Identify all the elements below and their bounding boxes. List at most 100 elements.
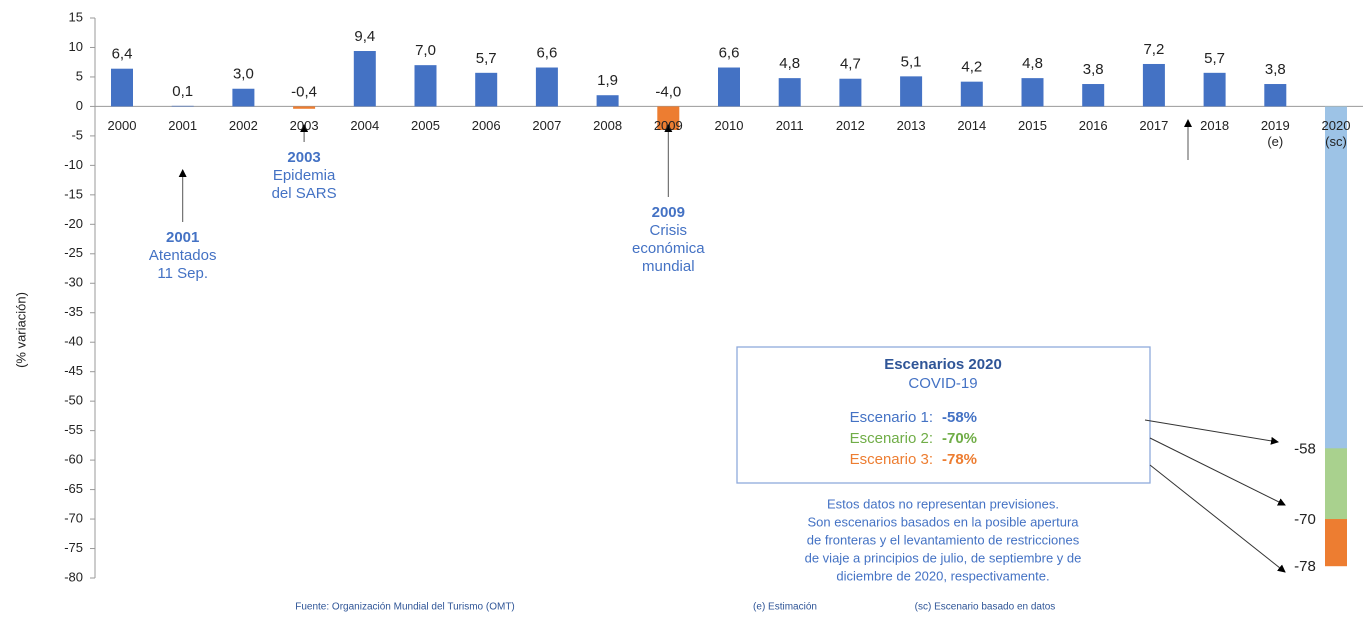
annotation-text: económica bbox=[632, 240, 705, 257]
value-label: 5,7 bbox=[476, 50, 497, 67]
bar bbox=[414, 65, 437, 107]
x-tick-label: 2014 bbox=[957, 118, 987, 134]
box-title: Escenarios 2020 bbox=[884, 356, 1002, 373]
y-tick-label: -70 bbox=[64, 510, 83, 525]
value-label: 0,1 bbox=[172, 83, 193, 100]
value-label: 4,7 bbox=[840, 56, 861, 73]
y-tick-label: 0 bbox=[76, 98, 83, 113]
bar bbox=[596, 95, 619, 107]
x-tick-label: 2010 bbox=[714, 118, 744, 134]
annotation-year: 2009 bbox=[652, 204, 685, 221]
value-label: 5,1 bbox=[901, 53, 922, 70]
bar bbox=[171, 105, 194, 107]
scenario-value: -78% bbox=[942, 451, 977, 468]
bar bbox=[1203, 72, 1226, 107]
x-tick-label: 2019 (e) bbox=[1260, 118, 1290, 150]
arrow bbox=[1144, 419, 1279, 445]
x-tick-label: 2017 bbox=[1139, 118, 1169, 134]
value-label: -0,4 bbox=[291, 83, 317, 100]
annotation-text: Atentados bbox=[149, 247, 217, 264]
x-tick-label: 2013 bbox=[896, 118, 926, 134]
x-tick-label: 2015 bbox=[1018, 118, 1047, 134]
footer: Fuente: Organización Mundial del Turismo… bbox=[295, 602, 515, 613]
bar bbox=[535, 67, 558, 107]
bar bbox=[657, 106, 680, 130]
value-label: 9,4 bbox=[354, 28, 375, 45]
x-tick-label: 2016 bbox=[1078, 118, 1108, 134]
note: de fronteras y el levantamiento de restr… bbox=[807, 532, 1080, 547]
x-tick-label: 2000 bbox=[107, 118, 137, 134]
y-tick-label: -30 bbox=[64, 275, 83, 290]
x-tick-label: 2001 bbox=[168, 118, 198, 134]
value-label: 5,7 bbox=[1204, 50, 1225, 67]
y-tick-label: -65 bbox=[64, 481, 83, 496]
bar bbox=[718, 67, 740, 107]
value-label: 3,0 bbox=[233, 66, 254, 83]
x-tick-label: 2007 bbox=[532, 118, 562, 134]
annotation-year: 2003 bbox=[287, 149, 320, 166]
x-tick-label: 2012 bbox=[835, 118, 865, 134]
box-subtitle: COVID-19 bbox=[908, 375, 977, 392]
bar bbox=[900, 76, 923, 107]
bar bbox=[1082, 84, 1105, 107]
annotation-text: Crisis bbox=[650, 222, 688, 239]
annotation-text: 11 Sep. bbox=[157, 265, 208, 282]
x-tick-label: 2004 bbox=[350, 118, 380, 134]
footer: (sc) Escenario basado en datos bbox=[915, 602, 1056, 613]
arrow bbox=[1149, 437, 1286, 506]
bar bbox=[778, 78, 801, 107]
bar bbox=[353, 51, 376, 107]
note: diciembre de 2020, respectivamente. bbox=[836, 568, 1049, 583]
scenario-axis-label: -58 bbox=[1294, 440, 1316, 457]
value-label: 3,8 bbox=[1265, 61, 1286, 78]
x-tick-label: 2009 bbox=[653, 118, 683, 134]
footer: (e) Estimación bbox=[753, 602, 817, 613]
value-label: 6,6 bbox=[719, 44, 740, 61]
y-tick-label: -5 bbox=[71, 127, 83, 142]
x-tick-label: 2005 bbox=[411, 118, 440, 134]
note: Estos datos no representan previsiones. bbox=[827, 496, 1059, 511]
y-tick-label: 10 bbox=[69, 39, 83, 54]
scenario-value: -58% bbox=[942, 409, 977, 426]
y-tick-label: -55 bbox=[64, 422, 83, 437]
y-tick-label: -20 bbox=[64, 216, 83, 231]
scenario-name: Escenario 1: bbox=[850, 409, 933, 426]
bar bbox=[839, 78, 862, 107]
bar bbox=[293, 106, 316, 109]
y-tick-label: -40 bbox=[64, 334, 83, 349]
value-label: 3,8 bbox=[1083, 61, 1104, 78]
value-label: 7,2 bbox=[1143, 41, 1164, 58]
scenario-axis-label: -78 bbox=[1294, 558, 1316, 575]
y-tick-label: 15 bbox=[69, 9, 83, 24]
value-label: 4,8 bbox=[779, 55, 800, 72]
bar bbox=[111, 68, 133, 107]
scenario-bar bbox=[1325, 106, 1347, 449]
scenario-name: Escenario 2: bbox=[850, 430, 933, 447]
x-tick-label: 2020 (sc) bbox=[1321, 118, 1351, 150]
annotation-text: del SARS bbox=[272, 185, 337, 202]
x-tick-label: 2006 bbox=[471, 118, 501, 134]
scenario-box bbox=[736, 346, 1151, 484]
bar bbox=[960, 81, 983, 107]
y-axis-label: (% variación) bbox=[13, 292, 28, 368]
scenario-axis-label: -70 bbox=[1294, 511, 1316, 528]
y-tick-label: -35 bbox=[64, 304, 83, 319]
annotation-text: Epidemia bbox=[273, 167, 336, 184]
x-tick-label: 2003 bbox=[289, 118, 319, 134]
y-tick-label: -10 bbox=[64, 157, 83, 172]
note: de viaje a principios de julio, de septi… bbox=[805, 550, 1082, 565]
bar bbox=[1021, 78, 1044, 107]
y-tick-label: -50 bbox=[64, 393, 83, 408]
note: Son escenarios basados en la posible ape… bbox=[807, 514, 1079, 529]
arrow bbox=[1149, 464, 1286, 573]
scenario-value: -70% bbox=[942, 430, 977, 447]
y-tick-label: -60 bbox=[64, 452, 83, 467]
annotation-year: 2001 bbox=[166, 229, 199, 246]
x-tick-label: 2011 bbox=[775, 118, 804, 134]
x-tick-label: 2018 bbox=[1200, 118, 1230, 134]
annotation-text: mundial bbox=[642, 258, 695, 275]
y-tick-label: -45 bbox=[64, 363, 83, 378]
y-tick-label: 5 bbox=[76, 68, 83, 83]
bar bbox=[232, 88, 255, 107]
